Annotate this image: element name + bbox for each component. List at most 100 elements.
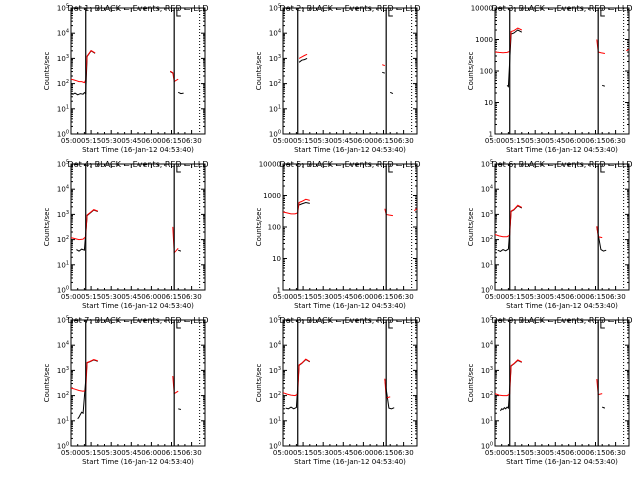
y-tick-label: 105	[57, 316, 69, 325]
y-axis-label: Counts/sec	[255, 52, 263, 91]
x-tick-label: 05:30	[525, 449, 545, 457]
y-tick-label: 100	[269, 130, 281, 139]
x-tick-label: 05:00	[273, 293, 293, 301]
x-tick-label: 06:00	[141, 137, 161, 145]
x-tick-label: 06:30	[182, 137, 202, 145]
x-tick-label: 05:30	[313, 293, 333, 301]
y-tick-label: 103	[481, 210, 493, 219]
series-line-lld	[298, 53, 385, 67]
x-tick-label: 05:15	[81, 137, 101, 145]
series-line-lld	[495, 360, 629, 396]
y-axis-label: Counts/sec	[255, 208, 263, 247]
chart-title: Det 6: BLACK = Events, RED = LLD	[492, 160, 633, 169]
series-line-events	[76, 209, 182, 252]
y-tick-label: 1000	[263, 192, 281, 200]
y-axis-label: Counts/sec	[255, 364, 263, 403]
plot-frame	[282, 319, 418, 447]
x-axis-label: Start Time (16-Jan-12 04:53:40)	[294, 146, 406, 154]
x-tick-label: 06:30	[182, 293, 202, 301]
y-tick-label: 104	[269, 341, 281, 350]
x-tick-label: 06:30	[606, 137, 626, 145]
x-tick-label: 05:15	[81, 293, 101, 301]
chart-title: Det 1: BLACK = Events, RED = LLD	[68, 4, 209, 13]
x-tick-label: 05:00	[61, 449, 81, 457]
x-axis-label: Start Time (16-Jan-12 04:53:40)	[82, 146, 194, 154]
x-tick-label: 06:00	[141, 449, 161, 457]
x-tick-label: 05:00	[61, 137, 81, 145]
y-tick-label: 1000	[475, 36, 493, 44]
y-tick-label: 10000	[471, 5, 493, 13]
plot-frame	[494, 319, 630, 447]
x-tick-label: 05:45	[333, 449, 353, 457]
y-tick-label: 100	[57, 130, 69, 139]
chart-title: Det 3: BLACK = Events, RED = LLD	[492, 4, 633, 13]
l-marker	[388, 322, 393, 329]
y-tick-label: 10	[484, 99, 493, 107]
series-line-events	[298, 57, 394, 95]
y-axis-label: Counts/sec	[467, 364, 475, 403]
x-tick-label: 06:15	[161, 137, 181, 145]
series-line-events	[77, 359, 182, 420]
y-tick-label: 101	[269, 104, 281, 113]
y-tick-label: 1	[277, 287, 281, 295]
chart-title: Det 8: BLACK = Events, RED = LLD	[280, 316, 421, 325]
x-tick-label: 06:00	[353, 449, 373, 457]
x-axis-label: Start Time (16-Jan-12 04:53:40)	[506, 458, 618, 466]
x-axis-label: Start Time (16-Jan-12 04:53:40)	[294, 302, 406, 310]
y-tick-label: 102	[269, 79, 281, 88]
series-line-events	[497, 205, 607, 252]
x-tick-label: 05:30	[525, 137, 545, 145]
l-marker	[176, 10, 181, 17]
y-tick-label: 100	[269, 442, 281, 451]
y-tick-label: 103	[269, 366, 281, 375]
x-axis-label: Start Time (16-Jan-12 04:53:40)	[294, 458, 406, 466]
x-tick-label: 05:00	[61, 293, 81, 301]
y-tick-label: 10	[272, 255, 281, 263]
l-marker	[600, 10, 605, 17]
y-tick-label: 102	[269, 391, 281, 400]
y-tick-label: 102	[57, 235, 69, 244]
x-tick-label: 05:15	[505, 449, 525, 457]
chart-title: Det 5: BLACK = Events, RED = LLD	[280, 160, 421, 169]
x-tick-label: 05:15	[505, 137, 525, 145]
x-tick-label: 05:00	[485, 293, 505, 301]
y-tick-label: 101	[481, 260, 493, 269]
y-tick-label: 102	[481, 391, 493, 400]
y-tick-label: 105	[481, 160, 493, 169]
plot-frame	[494, 163, 630, 291]
x-tick-label: 06:15	[585, 449, 605, 457]
series-line-lld	[282, 198, 418, 217]
series-line-lld	[495, 205, 629, 237]
x-axis-label: Start Time (16-Jan-12 04:53:40)	[82, 302, 194, 310]
x-tick-label: 05:45	[333, 137, 353, 145]
x-tick-label: 05:30	[101, 449, 121, 457]
y-tick-label: 103	[269, 54, 281, 63]
y-tick-label: 10000	[259, 161, 281, 169]
y-tick-label: 102	[481, 235, 493, 244]
series-line-events	[285, 358, 395, 410]
l-marker	[600, 166, 605, 173]
x-tick-label: 06:00	[565, 293, 585, 301]
x-tick-label: 05:45	[121, 449, 141, 457]
plot-frame	[70, 163, 206, 291]
x-tick-label: 05:45	[121, 137, 141, 145]
x-tick-label: 05:15	[293, 449, 313, 457]
plot-frame	[70, 7, 206, 135]
plot-frame	[70, 319, 206, 447]
y-tick-label: 103	[57, 366, 69, 375]
x-tick-label: 06:15	[373, 449, 393, 457]
x-tick-label: 05:30	[313, 449, 333, 457]
l-marker	[600, 322, 605, 329]
y-tick-label: 1	[489, 131, 493, 139]
x-tick-label: 06:15	[161, 449, 181, 457]
x-tick-label: 06:00	[353, 293, 373, 301]
series-line-events	[506, 29, 606, 88]
y-tick-label: 105	[57, 160, 69, 169]
